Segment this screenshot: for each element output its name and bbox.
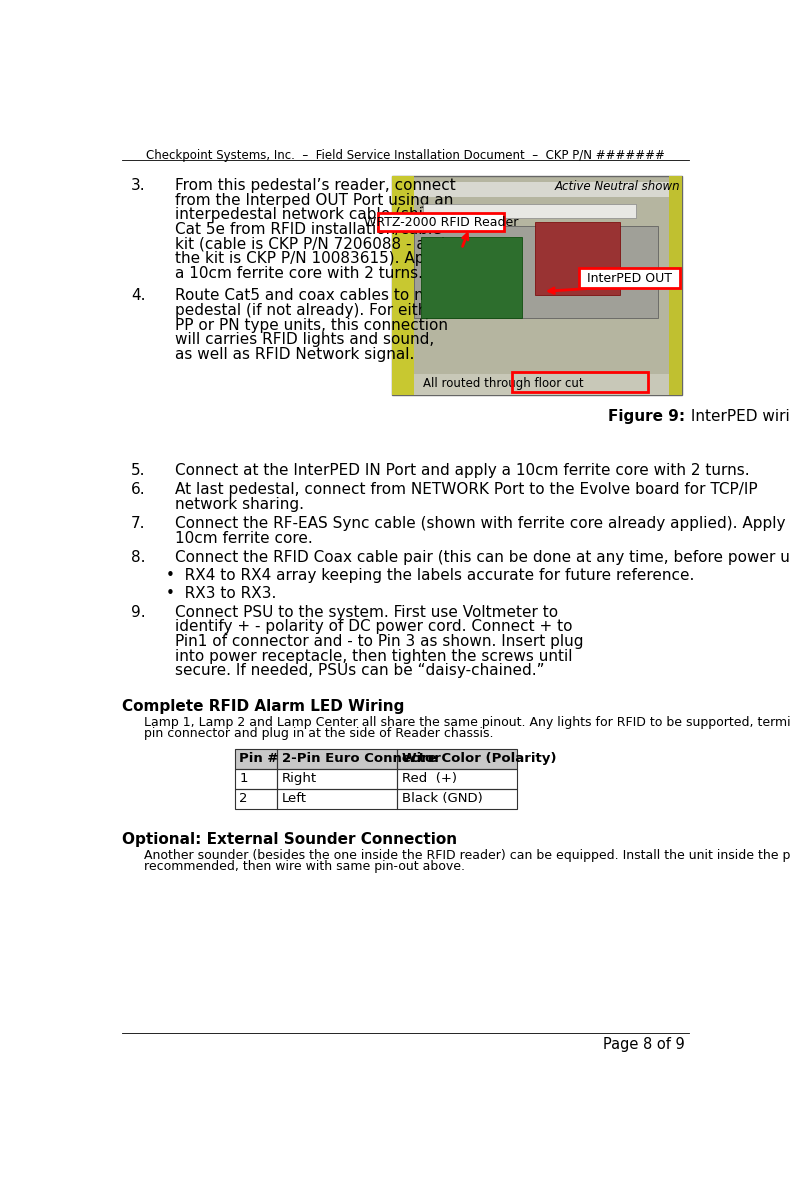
Text: 5.: 5. <box>131 463 146 478</box>
Bar <box>423 205 636 218</box>
Text: Left: Left <box>282 792 307 805</box>
Text: Wire Color (Polarity): Wire Color (Polarity) <box>402 752 556 765</box>
Text: as well as RFID Network signal.: as well as RFID Network signal. <box>175 347 414 361</box>
Text: Route Cat5 and coax cables to next: Route Cat5 and coax cables to next <box>175 288 448 304</box>
Bar <box>277 749 397 769</box>
Text: secure. If needed, PSUs can be “daisy-chained.”: secure. If needed, PSUs can be “daisy-ch… <box>175 664 544 678</box>
Text: WRTZ-2000 RFID Reader: WRTZ-2000 RFID Reader <box>364 215 518 228</box>
Text: 8.: 8. <box>131 550 146 565</box>
Text: At last pedestal, connect from NETWORK Port to the Evolve board for TCP/IP: At last pedestal, connect from NETWORK P… <box>175 483 758 498</box>
Bar <box>414 182 668 198</box>
Text: Cat 5e from RFID installation/cable: Cat 5e from RFID installation/cable <box>175 222 441 237</box>
Bar <box>397 749 517 769</box>
Text: Right: Right <box>282 772 317 785</box>
Bar <box>392 175 414 395</box>
Text: 3.: 3. <box>131 178 146 193</box>
Text: will carries RFID lights and sound,: will carries RFID lights and sound, <box>175 332 434 347</box>
Bar <box>414 374 668 395</box>
Text: PP or PN type units, this connection: PP or PN type units, this connection <box>175 318 448 333</box>
Text: recommended, then wire with same pin-out above.: recommended, then wire with same pin-out… <box>144 859 465 872</box>
Bar <box>234 789 517 809</box>
Bar <box>234 769 277 789</box>
Text: the kit is CKP P/N 10083615). Apply: the kit is CKP P/N 10083615). Apply <box>175 252 448 266</box>
Bar <box>277 769 397 789</box>
Bar <box>378 213 504 232</box>
Bar <box>234 749 277 769</box>
Text: 2: 2 <box>239 792 248 805</box>
Text: kit (cable is CKP P/N 7206088 - and: kit (cable is CKP P/N 7206088 - and <box>175 237 445 252</box>
Bar <box>277 789 397 809</box>
Text: Connect the RF-EAS Sync cable (shown with ferrite core already applied). Apply: Connect the RF-EAS Sync cable (shown wit… <box>175 517 785 531</box>
Bar <box>397 789 517 809</box>
Bar <box>397 769 517 789</box>
Text: 4.: 4. <box>131 288 146 304</box>
Text: Connect PSU to the system. First use Voltmeter to: Connect PSU to the system. First use Vol… <box>175 605 558 620</box>
Bar <box>234 789 277 809</box>
Text: Connect at the InterPED IN Port and apply a 10cm ferrite core with 2 turns.: Connect at the InterPED IN Port and appl… <box>175 463 749 478</box>
Text: Another sounder (besides the one inside the RFID reader) can be equipped. Instal: Another sounder (besides the one inside … <box>144 849 791 862</box>
Text: Connect the RFID Coax cable pair (this can be done at any time, before power up): Connect the RFID Coax cable pair (this c… <box>175 550 791 565</box>
Text: Complete RFID Alarm LED Wiring: Complete RFID Alarm LED Wiring <box>122 699 404 714</box>
Text: 2-Pin Euro Connector: 2-Pin Euro Connector <box>282 752 441 765</box>
Text: Active Neutral shown: Active Neutral shown <box>554 180 680 193</box>
Text: Figure 9:: Figure 9: <box>607 410 685 424</box>
Text: 7.: 7. <box>131 517 146 531</box>
Text: Page 8 of 9: Page 8 of 9 <box>603 1037 685 1052</box>
Bar <box>668 175 683 395</box>
Bar <box>234 749 517 769</box>
Text: Black (GND): Black (GND) <box>402 792 483 805</box>
Bar <box>579 268 680 288</box>
Bar <box>512 372 648 392</box>
Text: InterPED wiring: InterPED wiring <box>686 410 791 424</box>
Text: Checkpoint Systems, Inc.  –  Field Service Installation Document  –  CKP P/N ###: Checkpoint Systems, Inc. – Field Service… <box>146 149 664 162</box>
Text: Lamp 1, Lamp 2 and Lamp Center all share the same pinout. Any lights for RFID to: Lamp 1, Lamp 2 and Lamp Center all share… <box>144 717 791 730</box>
Text: InterPED OUT: InterPED OUT <box>587 272 672 285</box>
Bar <box>536 222 620 295</box>
Text: 1: 1 <box>239 772 248 785</box>
Text: Red  (+): Red (+) <box>402 772 457 785</box>
Text: identify + - polarity of DC power cord. Connect + to: identify + - polarity of DC power cord. … <box>175 619 573 634</box>
Text: •  RX3 to RX3.: • RX3 to RX3. <box>165 585 276 600</box>
Bar <box>234 769 517 789</box>
Text: network sharing.: network sharing. <box>175 497 304 512</box>
Text: 9.: 9. <box>131 605 146 620</box>
Text: Pin #: Pin # <box>239 752 278 765</box>
Bar <box>414 226 657 318</box>
Bar <box>392 175 683 395</box>
Text: 6.: 6. <box>131 483 146 498</box>
Text: pedestal (if not already). For either: pedestal (if not already). For either <box>175 302 443 318</box>
Text: a 10cm ferrite core with 2 turns.: a 10cm ferrite core with 2 turns. <box>175 266 423 281</box>
Text: From this pedestal’s reader, connect: From this pedestal’s reader, connect <box>175 178 456 193</box>
Bar <box>422 238 522 318</box>
Text: interpedestal network cable (shielded: interpedestal network cable (shielded <box>175 207 465 222</box>
Text: pin connector and plug in at the side of Reader chassis.: pin connector and plug in at the side of… <box>144 727 494 740</box>
Text: 10cm ferrite core.: 10cm ferrite core. <box>175 531 312 546</box>
Text: from the Interped OUT Port using an: from the Interped OUT Port using an <box>175 193 453 208</box>
Text: Pin1 of connector and - to Pin 3 as shown. Insert plug: Pin1 of connector and - to Pin 3 as show… <box>175 634 583 649</box>
Text: All routed through floor cut: All routed through floor cut <box>423 377 584 390</box>
Text: Optional: External Sounder Connection: Optional: External Sounder Connection <box>122 832 457 847</box>
Text: •  RX4 to RX4 array keeping the labels accurate for future reference.: • RX4 to RX4 array keeping the labels ac… <box>165 567 694 583</box>
Text: into power receptacle, then tighten the screws until: into power receptacle, then tighten the … <box>175 649 573 664</box>
